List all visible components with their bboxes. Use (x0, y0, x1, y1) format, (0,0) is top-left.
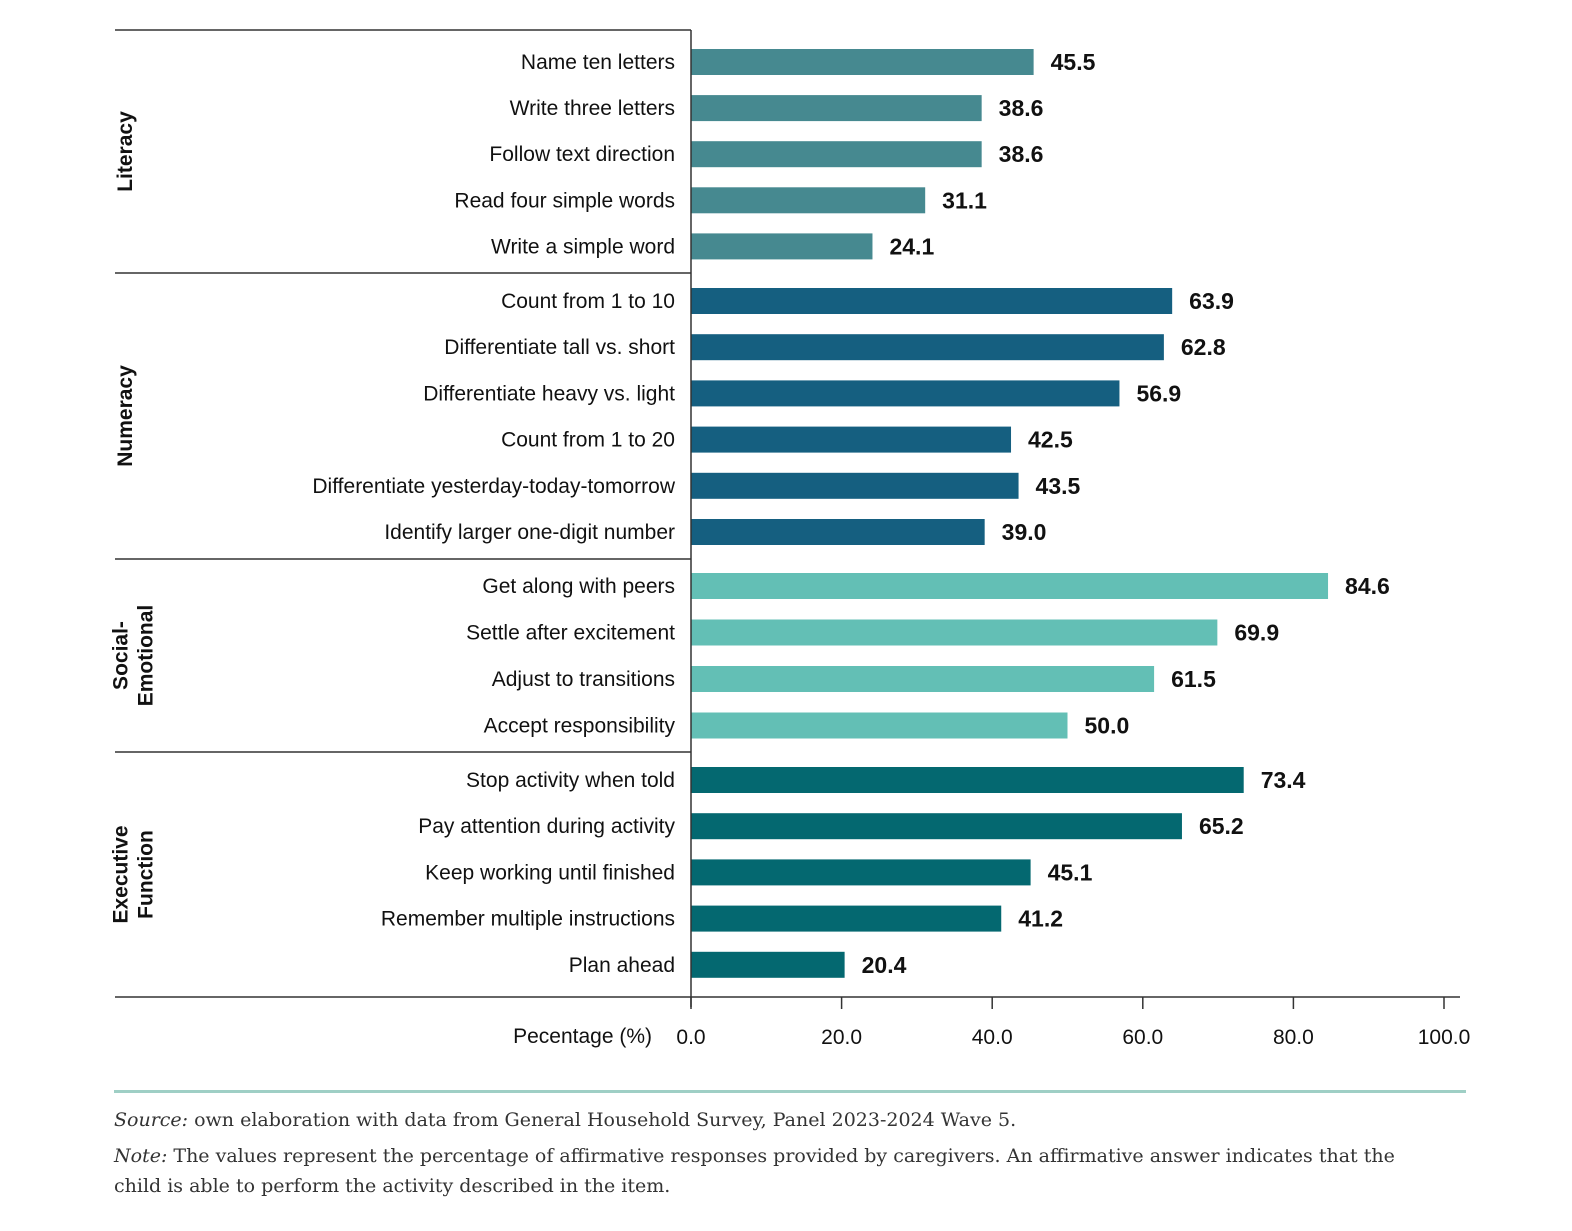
bar-chart: Literacy Name ten letters 45.5 Write three … (110, 29, 1471, 1049)
bar (691, 813, 1182, 840)
bar (691, 767, 1244, 793)
category-label: Pay attention during activity (418, 815, 675, 838)
category-label: Differentiate heavy vs. light (423, 382, 675, 405)
value-label: 56.9 (1136, 380, 1181, 406)
value-label: 42.5 (1028, 427, 1073, 453)
bar (691, 141, 982, 168)
value-label: 20.4 (862, 952, 907, 978)
value-label: 61.5 (1171, 666, 1216, 692)
category-label: Write three letters (510, 97, 675, 120)
note-prefix: Note: (114, 1145, 168, 1167)
source-prefix: Source: (114, 1109, 189, 1131)
bar (691, 951, 845, 978)
group-label-executive-function: Function (135, 830, 158, 919)
category-label: Keep working until finished (425, 861, 675, 884)
value-label: 50.0 (1085, 713, 1130, 739)
value-label: 24.1 (889, 233, 934, 259)
value-label: 63.9 (1189, 288, 1234, 314)
value-label: 65.2 (1199, 813, 1244, 839)
category-label: Follow text direction (489, 143, 675, 166)
x-tick-label: 40.0 (972, 1026, 1013, 1049)
bar (691, 334, 1164, 361)
category-label: Remember multiple instructions (381, 908, 675, 931)
group-label-literacy: Literacy (114, 111, 137, 192)
bar (691, 619, 1218, 646)
category-label: Differentiate yesterday-today-tomorrow (312, 475, 675, 498)
category-label: Stop activity when told (466, 769, 675, 792)
category-label: Count from 1 to 20 (501, 429, 675, 452)
bar (691, 95, 982, 122)
value-label: 73.4 (1261, 767, 1306, 793)
bar (691, 519, 985, 545)
source-note: Source: own elaboration with data from G… (114, 1105, 1466, 1135)
category-label: Adjust to transitions (492, 668, 675, 691)
value-label: 62.8 (1181, 334, 1226, 360)
group-label-executive-function: Executive (110, 825, 133, 923)
x-tick-label: 20.0 (821, 1026, 862, 1049)
chart-notes: Source: own elaboration with data from G… (114, 1090, 1466, 1201)
bar (691, 712, 1068, 739)
bar (691, 233, 873, 260)
value-label: 43.5 (1036, 473, 1081, 499)
bar (691, 288, 1173, 314)
x-axis-title: Pecentage (%) (513, 1025, 652, 1048)
category-label: Accept responsibility (484, 715, 676, 738)
category-label: Name ten letters (521, 51, 675, 74)
category-label: Differentiate tall vs. short (444, 336, 675, 359)
bar (691, 187, 926, 214)
category-label: Settle after excitement (466, 622, 675, 645)
category-label: Identify larger one-digit number (384, 521, 675, 544)
bar (691, 380, 1120, 407)
source-text: own elaboration with data from General H… (188, 1109, 1017, 1131)
value-label: 45.1 (1048, 859, 1093, 885)
bar (691, 472, 1019, 499)
chart-area: Literacy Name ten letters 45.5 Write three … (110, 29, 1471, 1049)
category-label: Read four simple words (454, 189, 675, 212)
x-tick-label: 100.0 (1418, 1026, 1471, 1049)
value-label: 38.6 (999, 95, 1044, 121)
value-label: 38.6 (999, 141, 1044, 167)
value-label: 39.0 (1002, 519, 1047, 545)
category-label: Write a simple word (491, 235, 675, 258)
bar (691, 666, 1155, 692)
value-label: 31.1 (942, 187, 987, 213)
note-text: The values represent the percentage of a… (114, 1145, 1395, 1197)
x-tick-label: 0.0 (676, 1026, 705, 1049)
group-label-numeracy: Numeracy (114, 365, 137, 467)
value-label: 69.9 (1234, 620, 1279, 646)
bar (691, 49, 1034, 75)
value-label: 84.6 (1345, 573, 1390, 599)
bar (691, 426, 1012, 453)
note-text-block: Note: The values represent the percentag… (114, 1141, 1444, 1201)
x-tick-label: 80.0 (1273, 1026, 1314, 1049)
value-label: 41.2 (1018, 906, 1063, 932)
value-label: 45.5 (1051, 49, 1096, 75)
group-label-social-emotional: Social- (110, 621, 133, 690)
x-tick-label: 60.0 (1122, 1026, 1163, 1049)
footer-divider (114, 1090, 1466, 1093)
category-label: Plan ahead (569, 954, 675, 977)
bar (691, 859, 1031, 886)
bar (691, 905, 1002, 932)
category-label: Count from 1 to 10 (501, 290, 675, 313)
category-label: Get along with peers (482, 575, 675, 598)
group-label-social-emotional: Emotional (135, 605, 158, 707)
bar (691, 573, 1329, 599)
